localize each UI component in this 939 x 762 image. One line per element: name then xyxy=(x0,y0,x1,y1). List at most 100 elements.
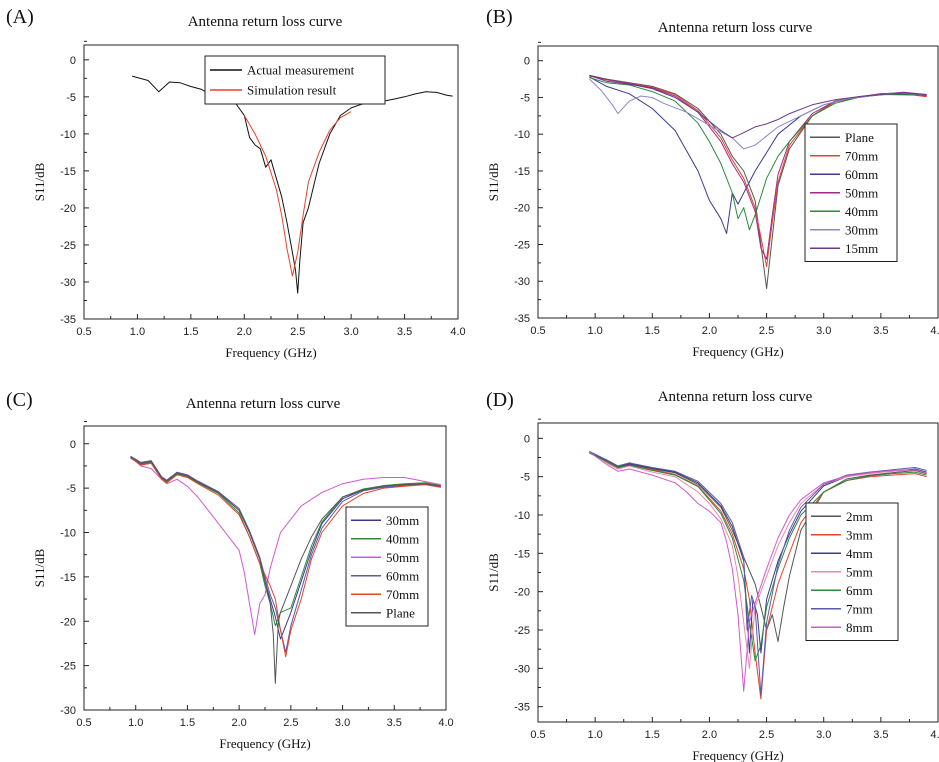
x-tick-label: 2.5 xyxy=(283,717,298,729)
chart-panel-c: (C) Antenna return loss curve 0.5 1.0 1.5 2… xyxy=(0,381,470,762)
legend-label: 15mm xyxy=(845,241,878,256)
legend-box xyxy=(345,506,429,627)
x-tick-label: 2.0 xyxy=(702,325,717,337)
y-tick-label: -10 xyxy=(514,129,530,141)
y-tick-label: -15 xyxy=(60,572,76,584)
x-tick-label: 2.5 xyxy=(290,326,305,338)
y-tick-label: -30 xyxy=(514,276,530,288)
y-tick-label: -30 xyxy=(60,705,76,717)
y-tick-label: -15 xyxy=(514,548,530,560)
legend-label: 30mm xyxy=(845,222,878,237)
x-tick-label: 3.5 xyxy=(873,729,888,741)
y-tick-label: -20 xyxy=(60,616,76,628)
x-tick-label: 3.0 xyxy=(335,717,350,729)
x-tick-label: 2.5 xyxy=(759,325,774,337)
y-tick-label: -20 xyxy=(60,203,76,215)
x-tick-label: 4.0 xyxy=(930,729,939,741)
x-tick-label: 1.5 xyxy=(645,729,660,741)
panel-label: (D) xyxy=(486,389,514,411)
y-axis-label: S11/dB xyxy=(32,162,47,201)
y-axis-label: S11/dB xyxy=(486,162,501,201)
y-axis-label: S11/dB xyxy=(486,553,501,592)
chart-svg: 0.5 1.0 1.5 2.0 2.5 3.0 3.5 4.0 0 -5 -10 -15 -20 -25 -… xyxy=(32,421,454,751)
x-axis-label: Frequency (GHz) xyxy=(219,736,310,751)
x-tick-label: 3.0 xyxy=(816,729,831,741)
y-tick-label: -15 xyxy=(514,166,530,178)
legend: Plane 70mm 60mm 50mm 40mm 30mm 15mm xyxy=(804,123,898,262)
y-tick-label: -25 xyxy=(514,625,530,637)
chart-title: Antenna return loss curve xyxy=(185,396,341,412)
legend-label: Plane xyxy=(386,605,415,620)
legend-label: 4mm xyxy=(846,546,873,561)
x-tick-label: 4.0 xyxy=(930,325,939,337)
x-tick-label: 1.5 xyxy=(183,326,198,338)
panel-label: (B) xyxy=(486,6,513,28)
series-line-50mm xyxy=(130,456,441,636)
legend-label: 70mm xyxy=(845,148,878,163)
x-tick-label: 1.0 xyxy=(128,717,143,729)
legend-label: 40mm xyxy=(386,531,419,546)
y-tick-label: 0 xyxy=(70,55,76,67)
y-tick-label: -10 xyxy=(60,129,76,141)
x-tick-label: 1.0 xyxy=(587,729,602,741)
y-tick-label: 0 xyxy=(524,56,530,68)
y-tick-label: -10 xyxy=(514,510,530,522)
y-tick-label: 0 xyxy=(524,433,530,445)
x-axis-label: Frequency (GHz) xyxy=(692,748,783,762)
x-tick-label: 3.0 xyxy=(816,325,831,337)
y-tick-label: -5 xyxy=(66,483,76,495)
chart-panel-a: (A) Antenna return loss curve 0.5 1.0 1.5 2… xyxy=(0,0,470,381)
x-tick-label: 2.0 xyxy=(237,326,252,338)
chart-svg: 0.5 1.0 1.5 2.0 2.5 3.0 3.5 4.0 0 -5 -10 -15 -20 -25 -… xyxy=(486,41,939,359)
y-tick-label: -20 xyxy=(514,203,530,215)
legend-label: 30mm xyxy=(386,513,419,528)
legend-label: 2mm xyxy=(846,509,873,524)
y-tick-label: -10 xyxy=(60,528,76,540)
x-tick-label: 1.5 xyxy=(645,325,660,337)
legend-label: 5mm xyxy=(846,564,873,579)
x-tick-label: 4.0 xyxy=(450,326,465,338)
legend-label: 8mm xyxy=(846,620,873,635)
legend-label: 40mm xyxy=(845,204,878,219)
series-line-40mm xyxy=(589,77,927,231)
panel-label: (C) xyxy=(6,389,33,411)
y-tick-label: -25 xyxy=(60,661,76,673)
legend-label: 50mm xyxy=(845,185,878,200)
x-tick-label: 1.0 xyxy=(130,326,145,338)
legend-label: Actual measurement xyxy=(247,63,355,78)
x-axis-label: Frequency (GHz) xyxy=(225,345,316,360)
x-tick-label: 2.0 xyxy=(231,717,246,729)
chart-title: Antenna return loss curve xyxy=(657,389,813,405)
y-tick-label: -5 xyxy=(520,92,530,104)
x-tick-label: 4.0 xyxy=(438,717,453,729)
legend-label: Plane xyxy=(845,130,874,145)
legend-box xyxy=(204,55,386,105)
y-tick-label: -35 xyxy=(514,313,530,325)
x-tick-label: 2.5 xyxy=(759,729,774,741)
series-line-8mm xyxy=(589,451,927,692)
legend-label: 7mm xyxy=(846,601,873,616)
chart-svg: 0.5 1.0 1.5 2.0 2.5 3.0 3.5 4.0 0 -5 -10 -15 -20 -25 -… xyxy=(32,40,466,360)
series-line-15mm xyxy=(589,74,927,139)
y-axis-label: S11/dB xyxy=(32,548,47,587)
series-line-70mm xyxy=(130,457,441,658)
legend-label: Simulation result xyxy=(247,83,337,98)
x-tick-label: 0.5 xyxy=(76,326,91,338)
x-axis-label: Frequency (GHz) xyxy=(692,344,783,359)
legend-label: 70mm xyxy=(386,587,419,602)
chart-title: Antenna return loss curve xyxy=(187,14,343,30)
y-tick-label: -35 xyxy=(514,702,530,714)
series-line-60mm xyxy=(130,455,441,653)
legend: 30mm 40mm 50mm 60mm 70mm Plane xyxy=(345,506,429,627)
y-tick-label: -5 xyxy=(520,472,530,484)
x-tick-label: 1.5 xyxy=(180,717,195,729)
chart-panel-b: (B) Antenna return loss curve 0.5 1.0 1.5 2… xyxy=(470,0,939,381)
y-tick-label: -25 xyxy=(60,240,76,252)
legend-label: 60mm xyxy=(386,568,419,583)
series-line-40mm xyxy=(130,457,441,627)
y-tick-label: -25 xyxy=(514,239,530,251)
chart-panel-d: (D) Antenna return loss curve 0.5 1.0 1.5 2… xyxy=(470,381,939,762)
series-line-6mm xyxy=(589,452,927,662)
x-tick-label: 0.5 xyxy=(76,717,91,729)
y-tick-label: -30 xyxy=(514,663,530,675)
